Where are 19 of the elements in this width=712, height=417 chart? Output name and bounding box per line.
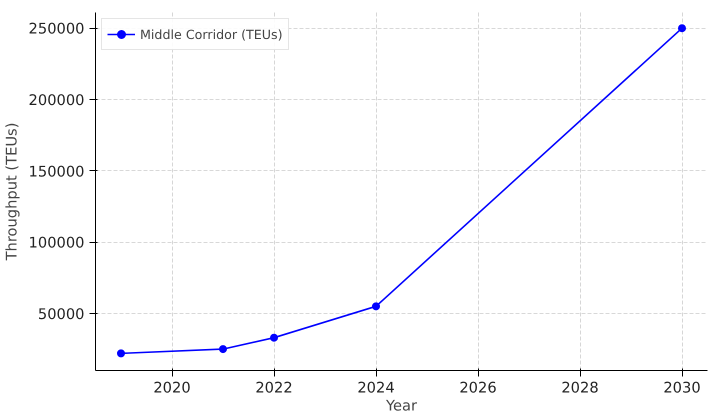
y-axis-title: Throughput (TEUs) [4, 122, 21, 262]
x-tick-label: 2024 [357, 380, 395, 396]
point [270, 334, 278, 342]
point [219, 345, 227, 354]
y-tick-label: 50000 [38, 306, 84, 323]
x-axis-title: Year [384, 398, 418, 414]
y-tick-label: 250000 [28, 20, 85, 38]
x-tick-label: 2022 [255, 380, 293, 396]
point [678, 24, 686, 32]
point [372, 302, 380, 310]
x-tick-label: 2030 [663, 380, 701, 396]
x-tick-label: 2020 [153, 380, 191, 396]
point [117, 349, 125, 358]
y-tick-label: 100000 [28, 234, 85, 252]
y-tick-label: 150000 [28, 163, 85, 180]
legend-label: Middle Corridor (TEUs) [140, 26, 283, 42]
x-tick-label: 2028 [561, 380, 599, 396]
y-tick-label: 200000 [28, 92, 85, 110]
x-tick-label: 2026 [459, 380, 497, 396]
